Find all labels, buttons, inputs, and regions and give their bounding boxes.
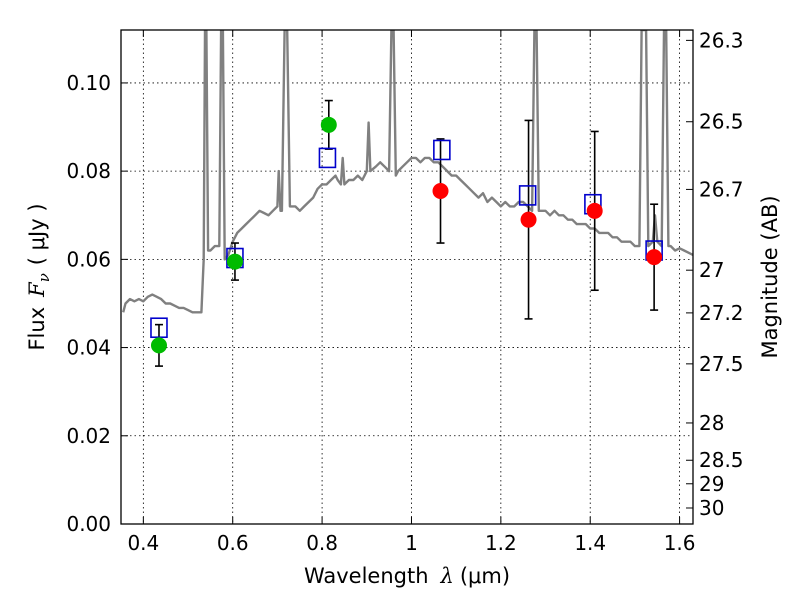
magnitude-tick-label: 27.5 xyxy=(699,352,744,376)
model-photometry-square xyxy=(433,139,451,161)
plot-frame xyxy=(120,29,694,525)
y-tick-label: 0.02 xyxy=(66,424,111,448)
model-spectrum-layer xyxy=(122,30,693,314)
observed-points-layer xyxy=(150,116,663,354)
x-axis-label: Wavelength λ (μm) xyxy=(304,564,510,588)
magnitude-tick-label: 27 xyxy=(699,258,724,282)
y-axis-label-subscript: ν xyxy=(35,273,53,282)
observed-point xyxy=(150,337,167,354)
observed-point xyxy=(646,249,663,266)
magnitude-tick-label: 30 xyxy=(699,496,724,520)
plot-background xyxy=(121,30,693,524)
y-axis-ticks: 0.00 0.02 0.04 0.06 0.08 0.10 xyxy=(66,71,128,536)
y-axis-label-symbol: F xyxy=(25,281,49,298)
y-axis-label-prefix: Flux xyxy=(25,307,49,351)
x-tick-label: 1.2 xyxy=(485,531,517,555)
magnitude-tick-label: 29 xyxy=(699,472,724,496)
model-photometry-square xyxy=(318,147,337,169)
magnitude-tick-label: 27.2 xyxy=(699,301,744,325)
x-tick-label: 1.6 xyxy=(664,531,696,555)
y-axis-label-unit: ( μJy ) xyxy=(25,203,49,265)
x-tick-label: 0.6 xyxy=(217,531,249,555)
y-tick-label: 0.04 xyxy=(66,336,111,360)
magnitude-tick-label: 26.7 xyxy=(699,177,744,201)
x-tick-label: 1.4 xyxy=(574,531,606,555)
model-photometry-square xyxy=(150,317,168,339)
magnitude-tick-label: 26.3 xyxy=(699,28,744,52)
model-photometry-layer xyxy=(150,139,663,339)
magnitude-axis-label: Magnitude (AB) xyxy=(758,195,782,358)
x-tick-label: 0.4 xyxy=(127,531,159,555)
y-axis-label: Flux Fν ( μJy ) xyxy=(25,203,53,350)
observed-point xyxy=(586,202,603,219)
model-photometry-square xyxy=(518,185,537,206)
observed-point xyxy=(320,116,337,133)
model-spectrum-line xyxy=(122,30,693,314)
magnitude-tick-label: 28 xyxy=(699,411,724,435)
x-axis-label-unit: (μm) xyxy=(460,564,510,588)
y-tick-label: 0.10 xyxy=(66,71,111,95)
y-tick-label: 0.06 xyxy=(66,247,111,271)
y-tick-label: 0.08 xyxy=(66,159,111,183)
y-tick-label: 0.00 xyxy=(66,512,111,536)
x-axis-label-prefix: Wavelength xyxy=(304,564,429,588)
magnitude-tick-label: 26.5 xyxy=(699,110,744,134)
observed-point xyxy=(432,182,449,199)
x-axis-label-symbol: λ xyxy=(440,564,454,588)
x-tick-label: 1 xyxy=(405,531,418,555)
magnitude-tick-label: 28.5 xyxy=(699,448,744,472)
x-tick-label: 0.8 xyxy=(306,531,338,555)
observed-point xyxy=(226,253,243,270)
observed-point xyxy=(520,211,537,228)
x-axis-ticks: 0.4 0.6 0.8 1 1.2 1.4 1.6 xyxy=(127,30,696,555)
